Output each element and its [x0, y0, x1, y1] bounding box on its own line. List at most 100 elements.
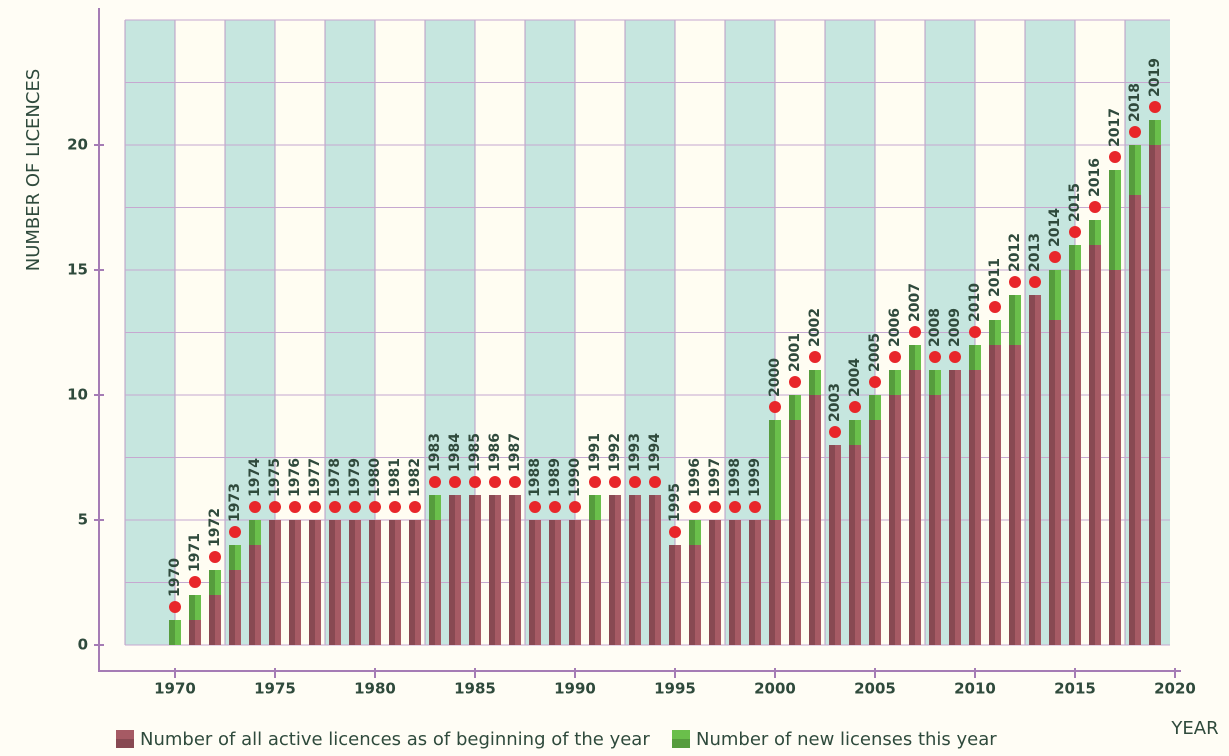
bar-body: [709, 520, 721, 645]
year-label: 2015: [1067, 183, 1083, 222]
bar-shade: [249, 545, 255, 645]
bar-segment: [209, 570, 221, 595]
bar-shade: [1129, 195, 1135, 645]
year-label: 1986: [487, 433, 503, 472]
marker: [489, 476, 501, 488]
bar-segment: [469, 495, 481, 645]
bar-segment: [1069, 245, 1081, 270]
year-label: 1981: [387, 458, 403, 497]
x-tick-label: 2010: [954, 680, 996, 698]
bar-body: [1109, 270, 1121, 645]
year-label: 1980: [367, 458, 383, 497]
bar-segment: [789, 395, 801, 420]
bar-segment: [989, 320, 1001, 345]
bar-shade: [409, 520, 415, 645]
marker: [1089, 201, 1101, 213]
year-label: 2017: [1107, 108, 1123, 147]
bar-segment: [509, 495, 521, 645]
legend-label: Number of new licenses this year: [696, 729, 997, 750]
year-label: 1995: [667, 483, 683, 522]
bar-segment: [489, 495, 501, 645]
bar-segment: [389, 520, 401, 645]
bar-segment: [869, 395, 881, 420]
bar-shade: [309, 520, 315, 645]
bar-body: [549, 520, 561, 645]
bar-segment: [1089, 245, 1101, 645]
bar-segment: [1049, 320, 1061, 645]
marker: [1129, 126, 1141, 138]
bar-shade: [1109, 270, 1115, 645]
bar-shade: [189, 595, 195, 620]
bar-segment: [329, 520, 341, 645]
marker: [749, 501, 761, 513]
marker: [589, 476, 601, 488]
year-label: 2014: [1047, 208, 1063, 247]
bar-body: [849, 445, 861, 645]
bar-shade: [969, 370, 975, 645]
year-label: 2011: [987, 258, 1003, 297]
bar-body: [589, 520, 601, 645]
bar-body: [1129, 145, 1141, 195]
bar-body: [749, 520, 761, 645]
bar-shade: [209, 595, 215, 645]
bar-body: [429, 520, 441, 645]
x-tick-label: 2000: [754, 680, 796, 698]
bar-body: [589, 495, 601, 520]
bar-shade: [1049, 270, 1055, 320]
bar-body: [949, 370, 961, 645]
bar-shade: [789, 395, 795, 420]
bar-shade: [749, 520, 755, 645]
bar-body: [1089, 245, 1101, 645]
bar-body: [1029, 295, 1041, 645]
marker: [909, 326, 921, 338]
bar-segment: [809, 395, 821, 645]
bar-body: [1069, 245, 1081, 270]
bar-shade: [469, 495, 475, 645]
bar-shade: [429, 495, 435, 520]
bar-shade: [589, 495, 595, 520]
bar-shade: [549, 520, 555, 645]
bar-segment: [909, 345, 921, 370]
year-label: 1974: [247, 458, 263, 497]
bar-segment: [969, 370, 981, 645]
bar-segment: [949, 370, 961, 645]
bar-body: [1009, 345, 1021, 645]
bar-segment: [989, 345, 1001, 645]
year-label: 2001: [787, 333, 803, 372]
legend-swatch: [672, 730, 690, 748]
bar-body: [489, 495, 501, 645]
bar-body: [509, 495, 521, 645]
bar-body: [869, 420, 881, 645]
legend-swatch: [116, 730, 134, 748]
bar-segment: [1009, 295, 1021, 345]
marker: [629, 476, 641, 488]
bar-body: [1149, 120, 1161, 145]
bar-body: [909, 345, 921, 370]
year-label: 1972: [207, 508, 223, 547]
bar-body: [1149, 145, 1161, 645]
bar-segment: [449, 495, 461, 645]
bar-segment: [189, 620, 201, 645]
bar-segment: [169, 620, 181, 645]
bar-segment: [929, 370, 941, 395]
bar-segment: [1109, 270, 1121, 645]
marker: [869, 376, 881, 388]
year-label: 1987: [507, 433, 523, 472]
year-label: 1971: [187, 533, 203, 572]
bar-shade: [829, 445, 835, 645]
bar-segment: [269, 520, 281, 645]
bar-body: [249, 520, 261, 545]
bar-segment: [689, 520, 701, 545]
bar-shade: [369, 520, 375, 645]
year-label: 1993: [627, 433, 643, 472]
bar-body: [329, 520, 341, 645]
year-label: 2000: [767, 358, 783, 397]
bar-shade: [1049, 320, 1055, 645]
x-tick-label: 2015: [1054, 680, 1096, 698]
year-label: 1975: [267, 458, 283, 497]
bar-body: [689, 520, 701, 545]
bar-shade: [1029, 295, 1035, 645]
x-tick-label: 1995: [654, 680, 696, 698]
marker: [689, 501, 701, 513]
bar-body: [289, 520, 301, 645]
